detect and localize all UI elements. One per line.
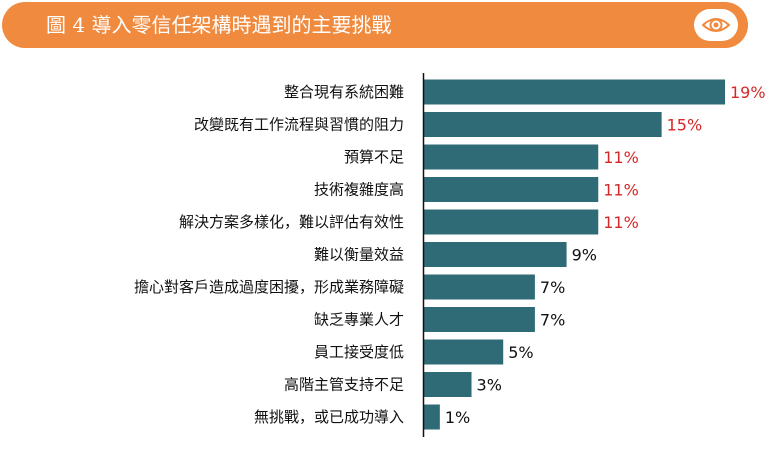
value-label-4: 11% [603,181,639,200]
category-label-4: 技術複雜度高 [314,181,404,199]
bar-9 [424,339,504,365]
value-label-2: 15% [667,116,703,135]
bar-11 [424,404,440,430]
value-label-6: 9% [572,246,597,265]
value-labels: 19% 15% 11% 11% 11% 9% 7% 7% 5% 3% 1% [445,83,766,427]
category-label-9: 員工接受度低 [314,343,404,361]
value-label-7: 7% [540,278,565,297]
bars-layer [424,79,725,430]
category-label-11: 無挑戰，或已成功導入 [254,408,404,426]
bar-1 [424,79,725,105]
value-label-5: 11% [603,213,639,232]
value-label-9: 5% [508,343,533,362]
category-label-1: 整合現有系統困難 [284,83,404,101]
category-label-6: 難以衡量效益 [314,246,404,264]
bar-8 [424,307,535,332]
value-label-10: 3% [477,376,502,395]
figure-title: 圖 4 導入零信任架構時遇到的主要挑戰 [46,13,392,37]
bar-10 [424,372,472,397]
figure-title-banner: 圖 4 導入零信任架構時遇到的主要挑戰 [2,2,748,48]
value-label-8: 7% [540,311,565,330]
bar-4 [424,177,599,202]
bar-5 [424,209,599,235]
value-label-3: 11% [603,148,639,167]
value-label-11: 1% [445,408,470,427]
category-label-2: 改變既有工作流程與習慣的阻力 [194,116,404,134]
eye-icon [701,18,731,32]
bar-6 [424,242,567,267]
category-label-3: 預算不足 [344,148,404,166]
category-label-10: 高階主管支持不足 [284,376,404,394]
bar-2 [424,112,662,137]
category-labels: 整合現有系統困難改變既有工作流程與習慣的阻力預算不足技術複雜度高解決方案多樣化，… [134,83,404,426]
category-label-8: 缺乏專業人才 [314,311,404,329]
bar-3 [424,144,599,170]
bar-7 [424,274,535,300]
view-button[interactable] [694,9,738,41]
category-label-5: 解決方案多樣化，難以評估有效性 [179,213,404,231]
category-label-7: 擔心對客戶造成過度困擾，形成業務障礙 [134,278,404,296]
value-label-1: 19% [730,83,766,102]
